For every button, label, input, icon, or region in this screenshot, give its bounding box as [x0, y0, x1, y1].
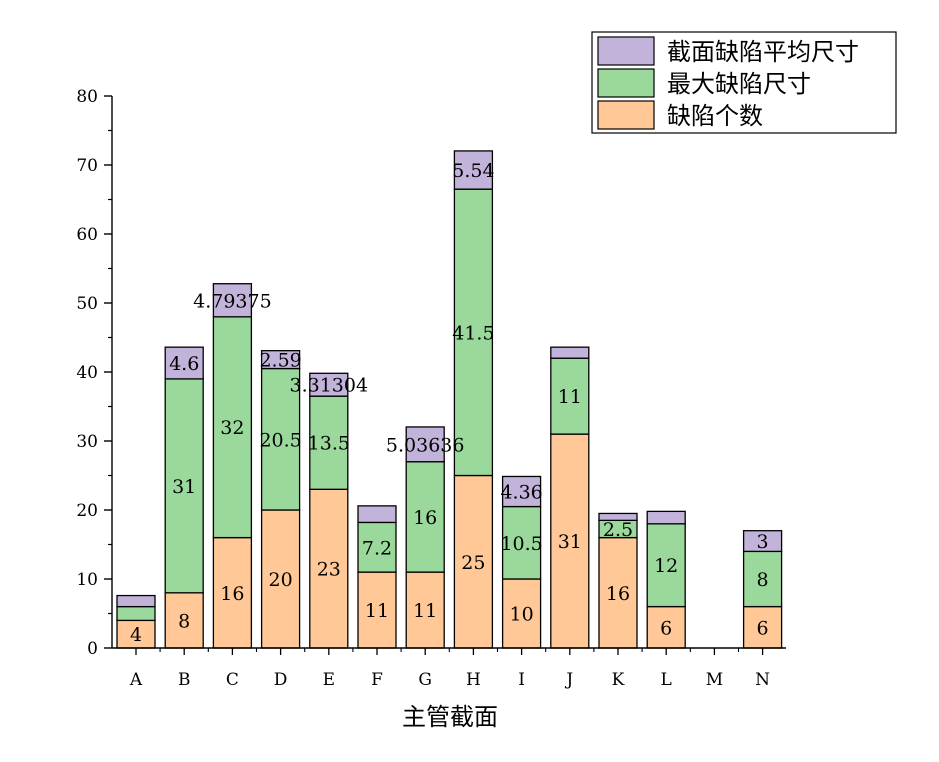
bar-segment-D-s1: [260, 367, 301, 511]
data-label-B-s2: 4.6: [169, 353, 199, 375]
bar-segment-K-s2: [598, 512, 638, 522]
bar-segment-L-s2: [646, 510, 686, 525]
legend-entry-0: 截面缺陷平均尺寸: [667, 38, 859, 66]
data-label-D-s2: 2.59: [259, 350, 301, 372]
legend-entry-2: 缺陷个数: [667, 102, 763, 130]
bar-segment-G-s0: [405, 571, 445, 649]
x-tick-label-E: E: [323, 670, 335, 690]
bar-segment-D-s0: [260, 509, 301, 649]
bar-segment-E-s1: [309, 395, 349, 490]
y-tick-label-0: 0: [87, 639, 98, 659]
axes-layer: 0 10 20 30 40 50 60 70 80 A B C D E F G H I J K L M N: [76, 87, 786, 690]
legend-swatch-2: [597, 100, 655, 130]
bar-segment-N-s2: [742, 530, 783, 553]
x-tick-label-L: L: [661, 670, 672, 690]
bar-segment-A-s1: [116, 605, 156, 622]
data-label-L-s1: 12: [654, 555, 678, 577]
x-tick-label-C: C: [226, 670, 239, 690]
y-tick-label-30: 30: [76, 432, 98, 452]
bar-segment-H-s2: [453, 150, 494, 190]
bar-segment-F-s1: [357, 521, 397, 573]
data-label-E-s1: 13.5: [308, 433, 350, 455]
data-label-I-s1: 10.5: [500, 533, 542, 555]
data-label-D-s1: 20.5: [259, 429, 301, 451]
data-label-F-s1: 7.2: [362, 537, 392, 559]
y-tick-label-60: 60: [76, 225, 98, 245]
x-axis-title: 主管截面: [402, 703, 498, 731]
data-label-C-s1: 32: [220, 417, 244, 439]
y-tick-label-50: 50: [76, 294, 98, 314]
y-tick-label-40: 40: [76, 363, 98, 383]
data-label-H-s1: 41.5: [452, 322, 494, 344]
bar-segment-L-s1: [646, 523, 686, 608]
data-label-K-s1: 2.5: [603, 519, 633, 541]
x-tick-label-G: G: [418, 670, 432, 690]
bar-segment-D-s2: [260, 350, 301, 370]
data-label-B-s0: 8: [178, 610, 190, 632]
data-label-N-s1: 8: [757, 569, 769, 591]
data-label-A-s0: 4: [130, 624, 142, 646]
bar-segment-B-s0: [164, 592, 204, 649]
bars-layer: [116, 150, 783, 649]
data-label-B-s1: 31: [172, 476, 196, 498]
data-label-C-s0: 16: [220, 583, 244, 605]
data-label-E-s0: 23: [317, 559, 341, 581]
x-tick-label-J: J: [564, 670, 573, 690]
data-label-N-s0: 6: [757, 617, 769, 639]
bar-segment-G-s2: [405, 426, 445, 463]
data-label-K-s0: 16: [606, 583, 630, 605]
bar-segment-A-s2: [116, 594, 156, 608]
y-tick-label-70: 70: [76, 156, 98, 176]
data-label-I-s0: 10: [510, 604, 534, 626]
bar-segment-F-s2: [357, 505, 397, 524]
data-label-F-s0: 11: [365, 600, 389, 622]
data-label-C-s2: 4.79375: [193, 290, 272, 312]
bar-segment-I-s1: [501, 505, 542, 580]
x-tick-label-B: B: [178, 670, 191, 690]
x-tick-label-H: H: [466, 670, 481, 690]
legend-entry-1: 最大缺陷尺寸: [667, 70, 811, 98]
data-label-H-s2: 5.54: [452, 160, 494, 182]
bar-segment-K-s0: [598, 536, 638, 649]
data-label-I-s2: 4.36: [500, 482, 542, 504]
data-label-H-s0: 25: [461, 552, 485, 574]
x-tick-label-A: A: [129, 670, 143, 690]
x-tick-label-N: N: [755, 670, 770, 690]
bar-segment-G-s1: [405, 461, 445, 573]
bar-segment-H-s0: [453, 474, 494, 649]
y-tick-label-80: 80: [76, 87, 98, 107]
legend-swatch-1: [597, 68, 655, 98]
bar-segment-E-s2: [309, 372, 349, 397]
bar-segment-C-s1: [212, 316, 253, 539]
data-labels-layer: 4 8 31 4.6 16 32 4.79375 20 20.5 2.59 23 13.5 3.3130…: [130, 160, 769, 646]
data-label-J-s1: 11: [558, 386, 582, 408]
legend-swatch-0: [597, 36, 655, 66]
data-label-G-s2: 5.03636: [386, 434, 465, 456]
bar-segment-J-s0: [550, 433, 590, 649]
data-label-G-s1: 16: [413, 507, 437, 529]
data-label-N-s2: 3: [757, 531, 769, 553]
y-tick-label-10: 10: [76, 570, 98, 590]
x-tick-label-I: I: [518, 670, 525, 690]
data-label-E-s2: 3.31304: [290, 375, 369, 397]
bar-segment-C-s2: [212, 283, 253, 318]
data-label-D-s0: 20: [269, 569, 293, 591]
x-tick-label-M: M: [706, 670, 723, 690]
data-label-L-s0: 6: [660, 617, 672, 639]
x-tick-label-K: K: [612, 670, 625, 690]
data-label-G-s0: 11: [413, 600, 437, 622]
bar-segment-N-s1: [742, 550, 783, 608]
data-label-J-s0: 31: [558, 531, 582, 553]
y-tick-label-20: 20: [76, 501, 98, 521]
bar-segment-I-s2: [501, 475, 542, 508]
bar-segment-J-s2: [550, 346, 590, 359]
x-tick-label-F: F: [371, 670, 383, 690]
bar-segment-B-s2: [164, 346, 204, 380]
x-tick-label-D: D: [274, 670, 288, 690]
